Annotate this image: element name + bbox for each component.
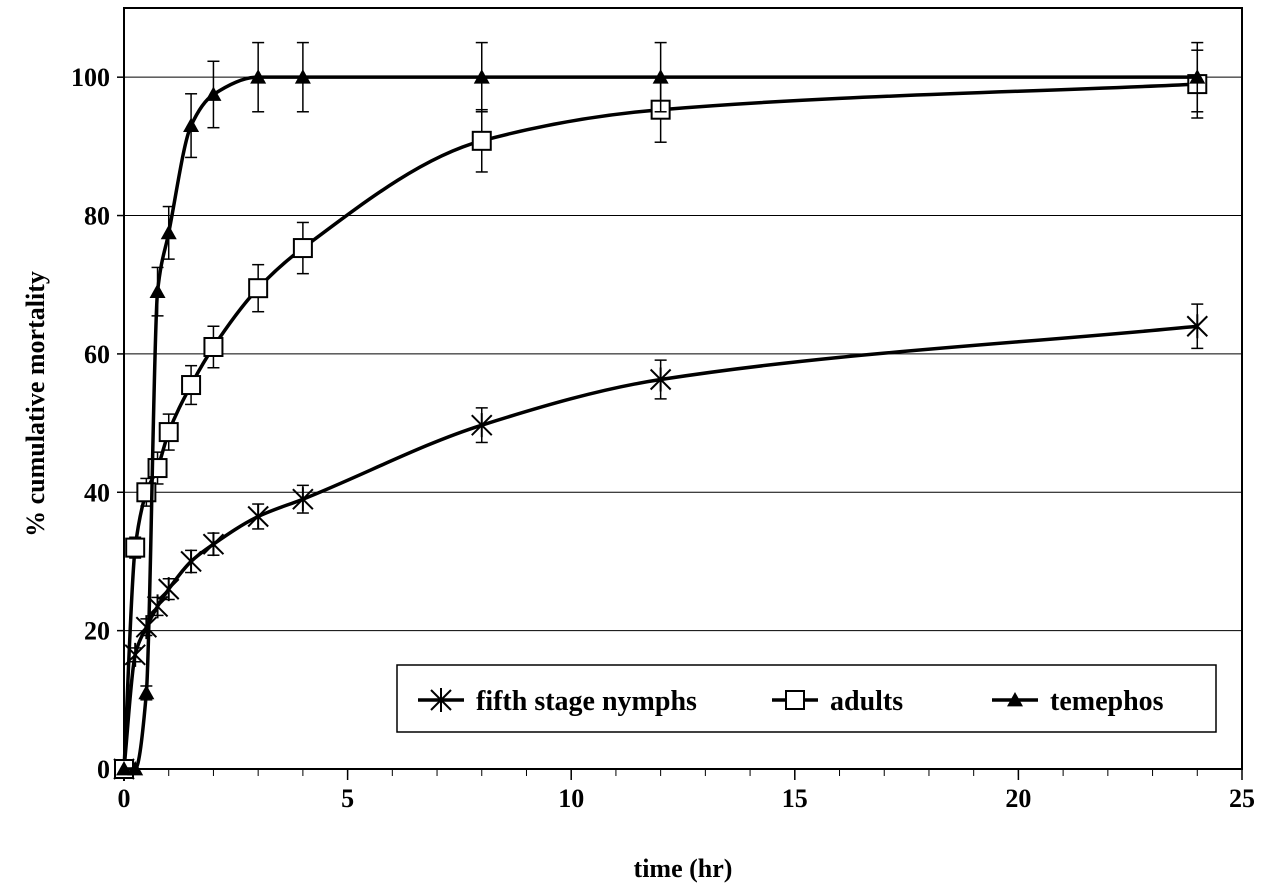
series-layer xyxy=(113,41,1208,781)
marker-x-cross xyxy=(1186,314,1208,339)
axes: 0 20 40 60 80 100 0 5 10 15 20 25 xyxy=(71,63,1255,813)
x-tick-label: 5 xyxy=(341,784,354,813)
marker-open-square xyxy=(471,130,492,151)
x-tick-label: 25 xyxy=(1229,784,1255,813)
x-tick-label: 20 xyxy=(1005,784,1031,813)
y-tick-label: 60 xyxy=(84,340,110,369)
marker-x-cross xyxy=(158,577,180,602)
marker-open-square xyxy=(203,336,224,357)
y-axis-title: % cumulative mortality xyxy=(21,271,50,537)
y-tick-label: 40 xyxy=(84,478,110,507)
y-tick-label: 80 xyxy=(84,202,110,231)
marker-x-cross xyxy=(292,487,314,512)
marker-filled-triangle xyxy=(1007,692,1023,707)
marker-filled-triangle xyxy=(149,283,166,299)
marker-x-cross xyxy=(471,413,493,438)
marker-x-cross xyxy=(202,532,225,557)
legend: fifth stage nymphs adults temephos xyxy=(396,664,1217,733)
x-tick-label: 0 xyxy=(118,784,131,813)
plot-area-border xyxy=(123,7,1243,770)
marker-x-cross xyxy=(247,504,269,529)
legend-label: adults xyxy=(830,686,903,717)
marker-filled-triangle xyxy=(294,69,311,84)
marker-filled-triangle xyxy=(473,69,490,84)
marker-open-square xyxy=(248,278,269,299)
marker-filled-triangle xyxy=(250,69,267,84)
legend-label: fifth stage nymphs xyxy=(476,686,697,717)
marker-filled-triangle xyxy=(183,117,200,133)
y-tick-label: 100 xyxy=(71,63,110,92)
series-temephos xyxy=(116,41,1206,776)
marker-filled-triangle xyxy=(138,684,155,700)
gridlines xyxy=(124,76,1242,632)
marker-open-square xyxy=(125,537,146,558)
x-tick-label: 15 xyxy=(782,784,808,813)
marker-x-cross xyxy=(135,615,158,640)
marker-x-cross xyxy=(649,367,672,392)
marker-filled-triangle xyxy=(205,86,222,101)
marker-filled-triangle xyxy=(127,761,144,776)
marker-filled-triangle xyxy=(160,224,177,240)
legend-label: temephos xyxy=(1050,686,1164,717)
marker-filled-triangle xyxy=(652,69,669,84)
marker-filled-triangle xyxy=(1189,69,1206,84)
marker-x-cross xyxy=(180,549,202,574)
y-tick-label: 20 xyxy=(84,617,110,646)
x-tick-label: 10 xyxy=(558,784,584,813)
x-axis-title: time (hr) xyxy=(634,854,733,883)
marker-filled-triangle xyxy=(116,761,132,776)
marker-open-square xyxy=(158,422,179,443)
y-tick-label: 0 xyxy=(97,755,110,784)
marker-open-square xyxy=(785,690,805,710)
marker-open-square xyxy=(292,238,313,259)
marker-open-square xyxy=(181,375,202,396)
marker-x-cross xyxy=(430,688,452,712)
